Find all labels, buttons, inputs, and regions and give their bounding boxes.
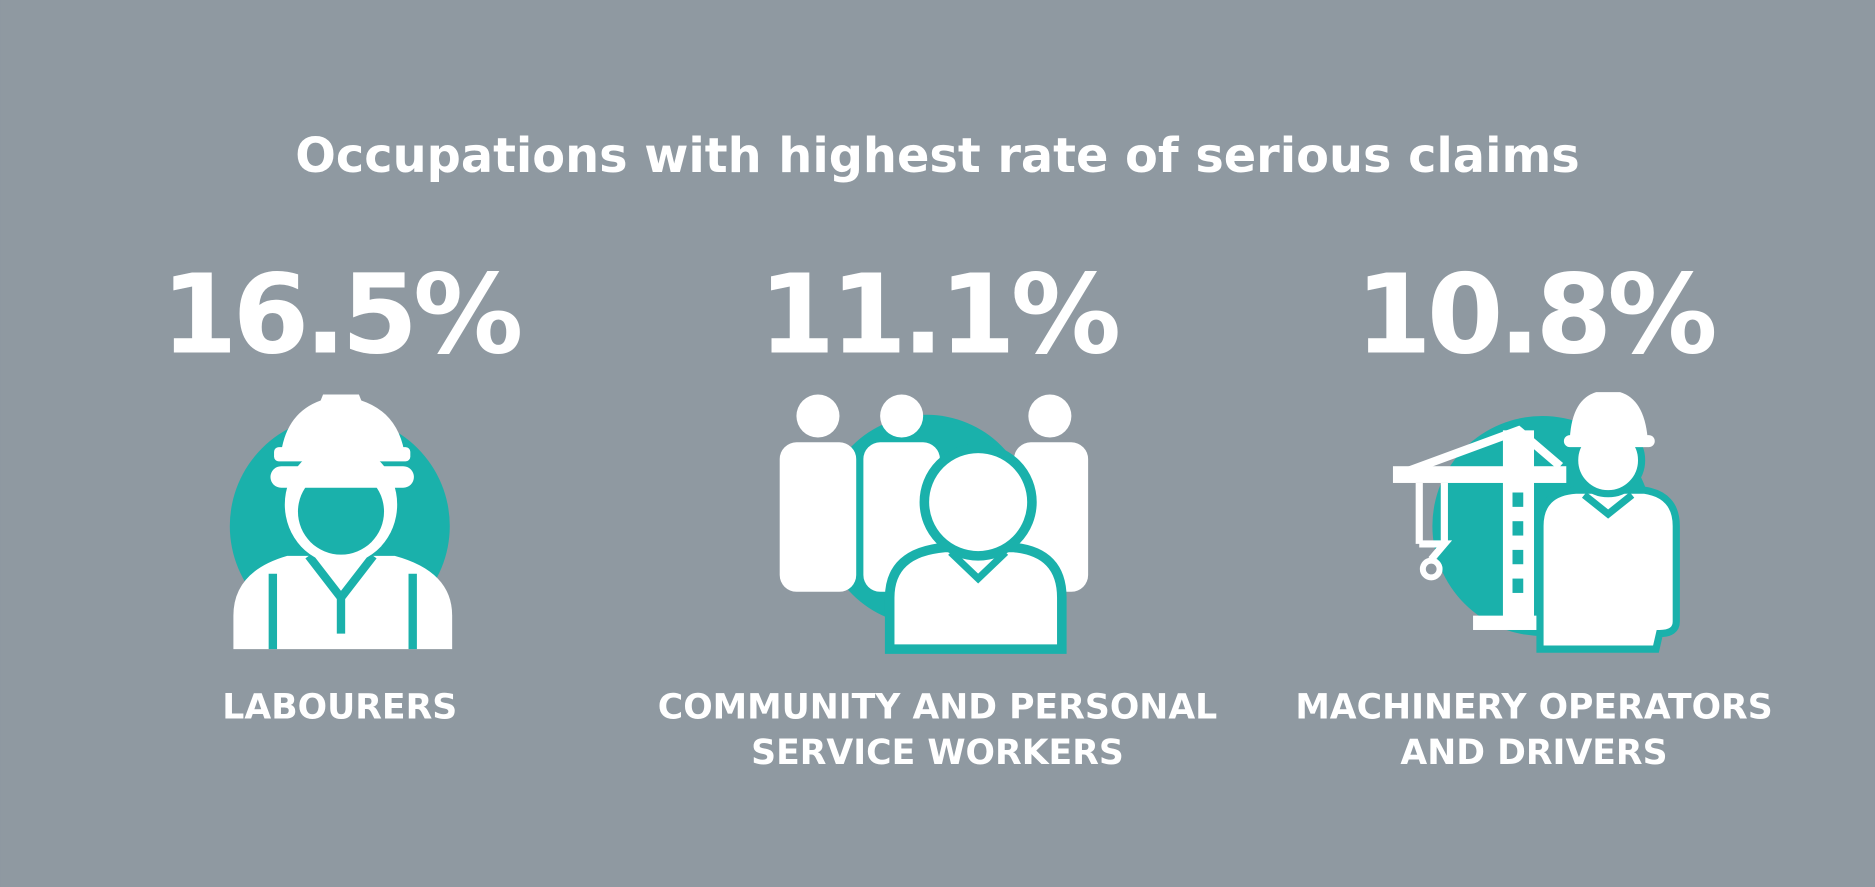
label: AND DRIVERS — [1400, 733, 1667, 773]
label: LABOURERS — [222, 687, 457, 727]
percent: 16.5% — [161, 251, 520, 379]
hard-hat — [1569, 392, 1648, 438]
label: COMMUNITY AND PERSONAL — [658, 687, 1217, 727]
head — [1028, 394, 1072, 438]
crane-hook — [1419, 557, 1443, 581]
vest — [268, 553, 417, 650]
hat-brim — [270, 466, 414, 488]
hat-brim — [1563, 435, 1655, 448]
main-body — [884, 542, 1067, 654]
label: MACHINERY OPERATORS — [1295, 687, 1772, 727]
collar — [1581, 492, 1635, 519]
head — [880, 394, 924, 438]
tower-windows — [1512, 492, 1524, 593]
hat-band — [274, 447, 411, 462]
face — [297, 468, 385, 555]
crane-base — [1473, 615, 1549, 630]
head — [796, 394, 840, 438]
crane-jib — [1392, 466, 1567, 483]
percent: 11.1% — [759, 251, 1118, 379]
body — [1536, 486, 1680, 653]
title: Occupations with highest rate of serious… — [295, 129, 1579, 184]
crane-cable — [1415, 482, 1453, 562]
body — [779, 442, 857, 592]
main-head — [919, 443, 1037, 561]
workers-icon — [779, 394, 1089, 654]
operator-icon — [1392, 392, 1680, 653]
labourer-icon — [229, 394, 453, 650]
hard-hat — [281, 394, 405, 452]
percent: 10.8% — [1355, 251, 1714, 379]
label: SERVICE WORKERS — [751, 733, 1124, 773]
collar — [948, 549, 1009, 584]
